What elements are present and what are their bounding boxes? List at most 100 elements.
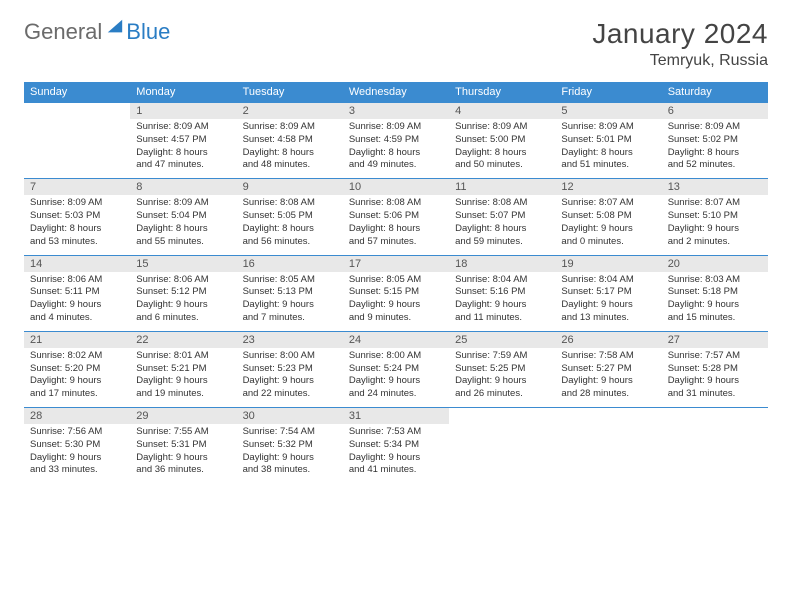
day-line: and 36 minutes.: [136, 464, 230, 477]
day-body: Sunrise: 8:09 AMSunset: 5:02 PMDaylight:…: [662, 119, 768, 178]
day-line: Daylight: 9 hours: [349, 375, 443, 388]
day-cell: 9Sunrise: 8:08 AMSunset: 5:05 PMDaylight…: [237, 179, 343, 255]
day-number: 30: [237, 408, 343, 424]
day-line: Sunset: 5:03 PM: [30, 210, 124, 223]
day-body: Sunrise: 7:57 AMSunset: 5:28 PMDaylight:…: [662, 348, 768, 407]
day-body: Sunrise: 8:08 AMSunset: 5:06 PMDaylight:…: [343, 195, 449, 254]
day-header: Friday: [555, 82, 661, 103]
day-line: Sunset: 5:34 PM: [349, 439, 443, 452]
day-cell: 24Sunrise: 8:00 AMSunset: 5:24 PMDayligh…: [343, 331, 449, 407]
day-header-row: Sunday Monday Tuesday Wednesday Thursday…: [24, 82, 768, 103]
day-body: Sunrise: 8:09 AMSunset: 4:59 PMDaylight:…: [343, 119, 449, 178]
day-line: Daylight: 9 hours: [668, 375, 762, 388]
week-row: 21Sunrise: 8:02 AMSunset: 5:20 PMDayligh…: [24, 331, 768, 407]
day-cell: 23Sunrise: 8:00 AMSunset: 5:23 PMDayligh…: [237, 331, 343, 407]
day-line: and 19 minutes.: [136, 388, 230, 401]
day-line: Sunset: 5:31 PM: [136, 439, 230, 452]
day-body: [662, 424, 768, 480]
day-line: and 33 minutes.: [30, 464, 124, 477]
day-header: Tuesday: [237, 82, 343, 103]
day-line: and 4 minutes.: [30, 312, 124, 325]
day-number: 23: [237, 332, 343, 348]
day-body: Sunrise: 8:01 AMSunset: 5:21 PMDaylight:…: [130, 348, 236, 407]
day-cell: 27Sunrise: 7:57 AMSunset: 5:28 PMDayligh…: [662, 331, 768, 407]
day-line: Sunset: 5:06 PM: [349, 210, 443, 223]
day-body: Sunrise: 8:06 AMSunset: 5:11 PMDaylight:…: [24, 272, 130, 331]
day-line: and 13 minutes.: [561, 312, 655, 325]
day-line: Sunrise: 8:09 AM: [243, 121, 337, 134]
calendar-table: Sunday Monday Tuesday Wednesday Thursday…: [24, 82, 768, 483]
day-body: Sunrise: 8:00 AMSunset: 5:24 PMDaylight:…: [343, 348, 449, 407]
day-line: Sunset: 5:16 PM: [455, 286, 549, 299]
day-number: 20: [662, 256, 768, 272]
day-body: Sunrise: 8:06 AMSunset: 5:12 PMDaylight:…: [130, 272, 236, 331]
day-line: Daylight: 9 hours: [561, 299, 655, 312]
day-line: Daylight: 8 hours: [136, 223, 230, 236]
day-line: Sunset: 5:17 PM: [561, 286, 655, 299]
day-cell: [24, 103, 130, 179]
day-number: 6: [662, 103, 768, 119]
day-line: and 38 minutes.: [243, 464, 337, 477]
day-line: Sunrise: 8:07 AM: [561, 197, 655, 210]
day-cell: [555, 408, 661, 484]
day-cell: 3Sunrise: 8:09 AMSunset: 4:59 PMDaylight…: [343, 103, 449, 179]
day-cell: 19Sunrise: 8:04 AMSunset: 5:17 PMDayligh…: [555, 255, 661, 331]
day-line: Sunset: 5:30 PM: [30, 439, 124, 452]
day-line: Sunset: 5:07 PM: [455, 210, 549, 223]
title-block: January 2024 Temryuk, Russia: [592, 18, 768, 70]
logo: General Blue: [24, 18, 170, 46]
day-body: Sunrise: 8:08 AMSunset: 5:07 PMDaylight:…: [449, 195, 555, 254]
day-cell: 16Sunrise: 8:05 AMSunset: 5:13 PMDayligh…: [237, 255, 343, 331]
day-number: 22: [130, 332, 236, 348]
day-cell: 29Sunrise: 7:55 AMSunset: 5:31 PMDayligh…: [130, 408, 236, 484]
day-line: and 50 minutes.: [455, 159, 549, 172]
day-line: Sunrise: 8:07 AM: [668, 197, 762, 210]
day-number: 1: [130, 103, 236, 119]
day-body: Sunrise: 7:56 AMSunset: 5:30 PMDaylight:…: [24, 424, 130, 483]
day-line: and 41 minutes.: [349, 464, 443, 477]
day-line: Sunrise: 7:56 AM: [30, 426, 124, 439]
day-line: and 6 minutes.: [136, 312, 230, 325]
day-body: Sunrise: 8:07 AMSunset: 5:08 PMDaylight:…: [555, 195, 661, 254]
day-line: Sunrise: 8:06 AM: [30, 274, 124, 287]
day-line: and 7 minutes.: [243, 312, 337, 325]
day-line: Daylight: 8 hours: [243, 223, 337, 236]
day-header: Thursday: [449, 82, 555, 103]
day-number: 24: [343, 332, 449, 348]
day-line: Sunset: 5:20 PM: [30, 363, 124, 376]
day-line: Sunrise: 7:57 AM: [668, 350, 762, 363]
day-line: Sunset: 5:25 PM: [455, 363, 549, 376]
day-line: Sunrise: 8:00 AM: [243, 350, 337, 363]
day-cell: 13Sunrise: 8:07 AMSunset: 5:10 PMDayligh…: [662, 179, 768, 255]
day-number: 9: [237, 179, 343, 195]
day-body: Sunrise: 8:08 AMSunset: 5:05 PMDaylight:…: [237, 195, 343, 254]
day-line: and 17 minutes.: [30, 388, 124, 401]
day-number: 15: [130, 256, 236, 272]
day-line: and 52 minutes.: [668, 159, 762, 172]
day-line: Daylight: 9 hours: [30, 452, 124, 465]
day-number: 10: [343, 179, 449, 195]
day-line: Sunrise: 8:02 AM: [30, 350, 124, 363]
day-line: and 56 minutes.: [243, 236, 337, 249]
day-line: Sunset: 5:10 PM: [668, 210, 762, 223]
day-cell: 6Sunrise: 8:09 AMSunset: 5:02 PMDaylight…: [662, 103, 768, 179]
day-line: Sunrise: 7:59 AM: [455, 350, 549, 363]
day-number: 7: [24, 179, 130, 195]
day-number: 5: [555, 103, 661, 119]
day-cell: 4Sunrise: 8:09 AMSunset: 5:00 PMDaylight…: [449, 103, 555, 179]
day-line: and 48 minutes.: [243, 159, 337, 172]
day-cell: 5Sunrise: 8:09 AMSunset: 5:01 PMDaylight…: [555, 103, 661, 179]
day-body: Sunrise: 7:58 AMSunset: 5:27 PMDaylight:…: [555, 348, 661, 407]
day-number: 17: [343, 256, 449, 272]
day-line: Sunset: 5:13 PM: [243, 286, 337, 299]
day-cell: 31Sunrise: 7:53 AMSunset: 5:34 PMDayligh…: [343, 408, 449, 484]
day-cell: 8Sunrise: 8:09 AMSunset: 5:04 PMDaylight…: [130, 179, 236, 255]
day-body: Sunrise: 7:53 AMSunset: 5:34 PMDaylight:…: [343, 424, 449, 483]
day-line: Sunset: 5:08 PM: [561, 210, 655, 223]
day-line: Sunset: 5:02 PM: [668, 134, 762, 147]
day-line: Daylight: 8 hours: [455, 147, 549, 160]
day-header: Monday: [130, 82, 236, 103]
day-body: Sunrise: 8:05 AMSunset: 5:15 PMDaylight:…: [343, 272, 449, 331]
day-cell: 7Sunrise: 8:09 AMSunset: 5:03 PMDaylight…: [24, 179, 130, 255]
day-line: Daylight: 8 hours: [349, 147, 443, 160]
